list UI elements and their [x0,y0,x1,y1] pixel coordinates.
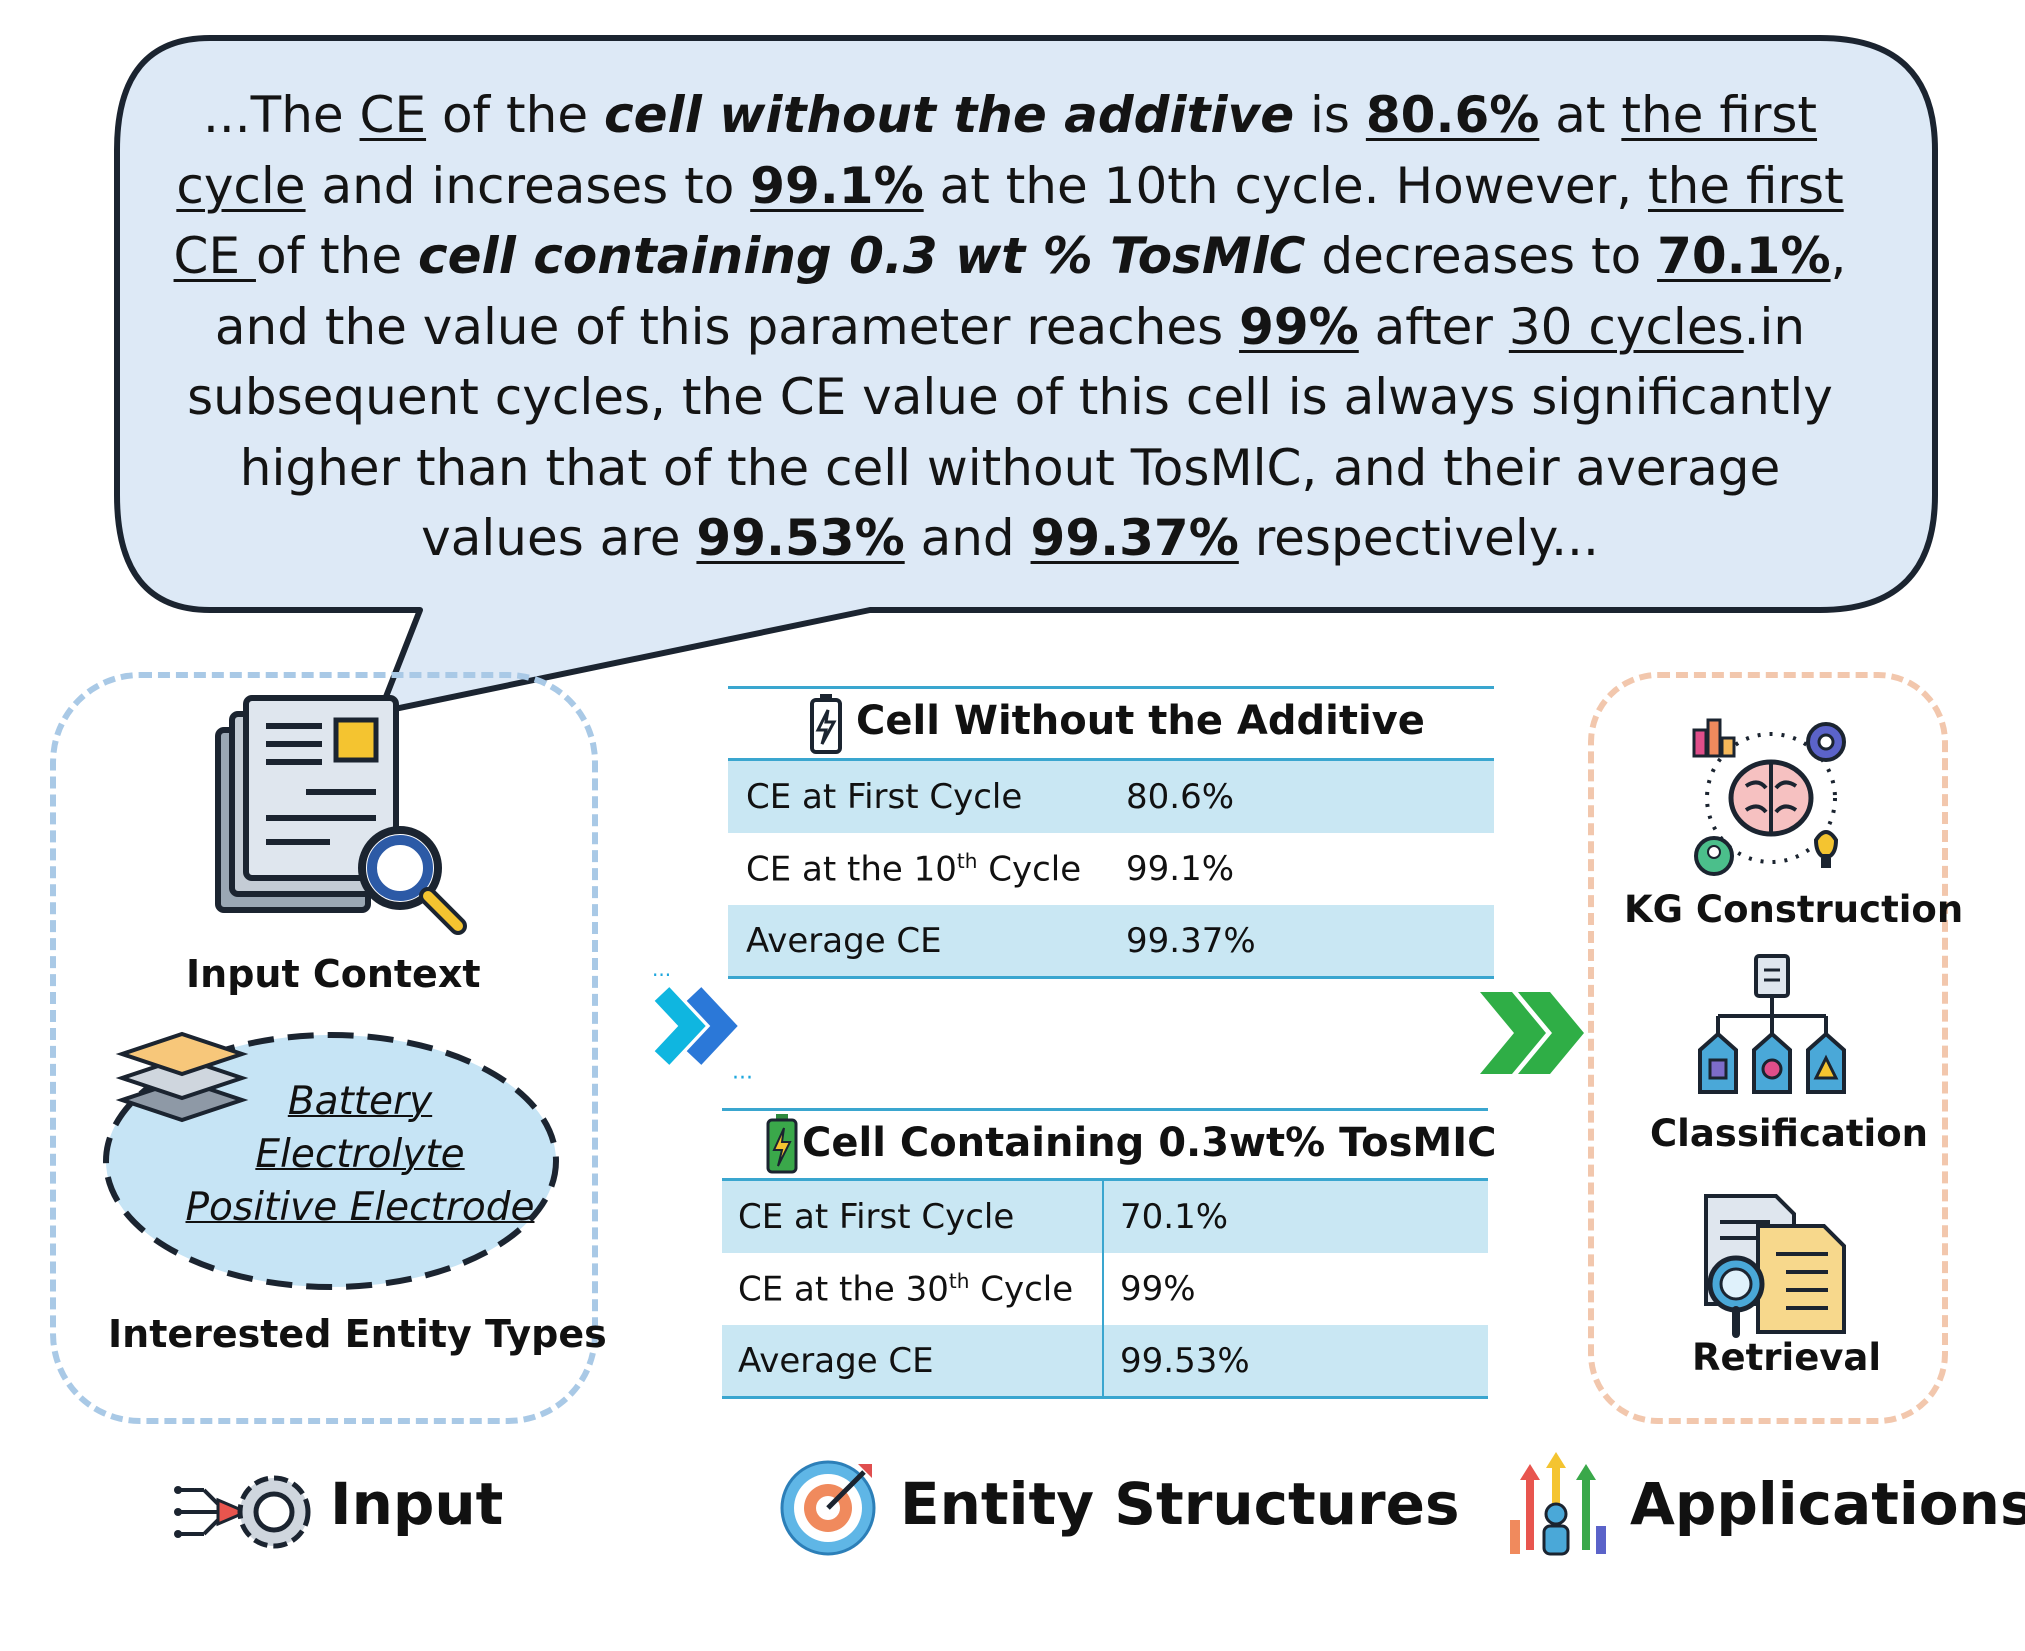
target-icon [780,1460,876,1556]
dots-decoration: ··· [732,1066,753,1091]
kg-construction-label: KG Construction [1624,888,1964,931]
table-row: Average CE 99.37% [728,905,1494,977]
quote-run: is [1294,86,1366,144]
table-rule [728,686,1494,689]
quote-run: of the [255,227,418,285]
quote-line: cycle and increases to 99.1% at the 10th… [160,151,1860,222]
quote-line: ...The CE of the cell without the additi… [160,80,1860,151]
quote-run: and the value of this parameter reaches [214,297,1240,356]
table-row: Average CE 99.53% [722,1325,1488,1397]
table-rule [728,976,1494,979]
quote-run: the first [1621,86,1818,144]
quote-run: ...The [202,86,360,144]
table2-title: Cell Containing 0.3wt% TosMIC [802,1120,1497,1166]
quote-run: subsequent cycles, the CE value of this … [187,368,1833,426]
table-rule [722,1108,1488,1111]
quote-run: .in [1743,297,1806,356]
entity-types-list: Battery Electrolyte Positive Electrode [150,1075,570,1234]
quote-line: values are 99.53% and 99.37% respectivel… [160,503,1860,574]
row-value: 80.6% [1126,777,1235,817]
quote-run: of the [426,86,604,144]
brain-network-icon [1692,718,1846,876]
row-key: CE at the 10th Cycle [746,848,1082,890]
applications-panel [1588,672,1948,1424]
table1-title: Cell Without the Additive [856,698,1425,744]
quote-run: cell containing 0.3 wt % TosMlC [418,227,1306,285]
quote-run: 70.1% [1657,227,1831,285]
quote-run: and increases to [305,156,751,215]
table-row: CE at the 30th Cycle 99% [722,1253,1488,1325]
row-key: CE at First Cycle [746,777,1023,817]
input-context-quote: ...The CE of the cell without the additi… [160,80,1860,574]
quote-run: higher than that of the cell without Tos… [239,438,1781,497]
row-key: Average CE [746,921,942,961]
quote-run: the first [1648,156,1844,215]
quote-run: 99.53% [696,509,905,567]
table-rule [728,758,1494,761]
entity-type: Electrolyte [255,1132,465,1177]
quote-run: CE [173,227,256,285]
table-rule [722,1396,1488,1399]
quote-run: 99.1% [750,156,924,215]
table-row: CE at the 10th Cycle 99.1% [728,833,1494,905]
quote-run: at [1539,86,1622,144]
input-gear-icon [174,1475,311,1549]
retrieval-label: Retrieval [1692,1336,1882,1379]
layers-icon [115,1031,249,1123]
growth-team-icon [1510,1452,1606,1556]
row-key: CE at First Cycle [738,1197,1015,1237]
row-value: 99.53% [1120,1341,1250,1381]
quote-line: CE of the cell containing 0.3 wt % TosMl… [160,221,1860,292]
svg-text:···: ··· [652,966,671,987]
quote-run: CE [359,86,427,144]
quote-run: cell without the additive [604,86,1295,144]
row-value: 99.1% [1126,849,1235,889]
double-chevron-right-green-icon [1480,992,1584,1074]
quote-line: higher than that of the cell without Tos… [160,433,1860,504]
quote-run: decreases to [1305,227,1658,285]
table-row: CE at First Cycle 70.1% [722,1181,1488,1253]
quote-run: values are [421,509,697,567]
table-rule [728,833,1494,836]
quote-run: 30 cycles [1508,297,1744,356]
battery-icon [810,694,842,754]
quote-run: and [904,509,1031,567]
input-panel [50,672,598,1424]
quote-line: subsequent cycles, the CE value of this … [160,362,1860,433]
charging-battery-icon [766,1114,798,1174]
quote-run: after [1358,297,1509,356]
classification-label: Classification [1650,1112,1928,1155]
footer-applications-label: Applications [1630,1470,2025,1538]
quote-run: at the 10th cycle. However, [923,156,1649,215]
row-key: CE at the 30th Cycle [738,1268,1074,1310]
quote-run: respectively... [1238,509,1599,567]
classification-tree-icon [1698,954,1846,1094]
entity-types-label: Interested Entity Types [108,1312,607,1356]
footer-entity-structures-label: Entity Structures [900,1470,1460,1538]
double-chevron-right-icon: ··· [652,966,738,1065]
row-value: 99.37% [1126,921,1256,961]
quote-run: cycle [176,156,306,215]
footer-input-label: Input [330,1470,504,1538]
table-rule [722,1178,1488,1181]
quote-run: , [1830,227,1847,285]
quote-run: 80.6% [1365,86,1540,144]
table-column-divider [1102,1181,1104,1396]
document-search-icon [215,695,467,935]
row-value: 70.1% [1120,1197,1229,1237]
row-value: 99% [1120,1269,1196,1309]
quote-line: and the value of this parameter reaches … [160,292,1860,363]
row-key: Average CE [738,1341,934,1381]
entity-type: Battery [287,1079,433,1124]
document-retrieval-icon [1704,1194,1846,1338]
quote-run: 99% [1239,297,1359,356]
quote-run: 99.37% [1030,509,1239,567]
entity-type: Positive Electrode [185,1185,535,1230]
input-context-label: Input Context [186,952,481,996]
table-row: CE at First Cycle 80.6% [728,761,1494,833]
